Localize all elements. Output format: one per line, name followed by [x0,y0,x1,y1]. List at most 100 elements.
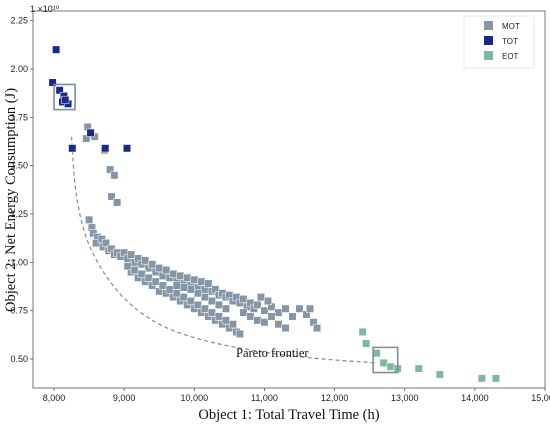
mot-point [148,260,157,269]
mot-point [169,269,178,278]
y-axis-title: Object 2: Net Energy Consumption (J) [3,88,19,312]
mot-point [183,273,192,282]
mot-point [246,312,255,321]
eot-point [477,374,486,383]
mot-point [256,293,265,302]
mot-point [281,324,290,333]
mot-point [130,266,139,275]
mot-point [193,300,202,309]
mot-point [176,271,185,280]
eot-point [491,374,500,383]
eot-point [435,370,444,379]
mot-point [172,281,181,290]
mot-point [123,262,132,271]
tot-point [61,95,70,104]
x-tick-label: 12,000 [321,393,349,403]
mot-point [281,304,290,313]
pareto-frontier-label: Pareto frontier [236,346,309,360]
y-scale-label: 1 ×10¹⁰ [30,4,60,14]
mot-point [151,277,160,286]
mot-point [158,281,167,290]
x-tick-label: 9,000 [113,393,136,403]
eot-point [358,327,367,336]
mot-point [239,295,248,304]
mot-point [253,300,262,309]
legend-swatch-mot [484,21,493,30]
mot-point [207,297,216,305]
mot-point [200,293,209,302]
mot-point [179,293,188,302]
pareto-frontier-curve [70,136,377,364]
mot-point [239,308,248,317]
x-tick-label: 8,000 [43,393,66,403]
mot-point [110,171,119,180]
eot-point [386,362,395,371]
mot-point [193,289,202,298]
mot-point [204,279,213,288]
y-tick-label: 2.00 [10,64,28,74]
mot-point [165,285,174,294]
highlight-box [53,83,76,111]
x-tick-label: 13,000 [391,393,419,403]
legend-box [463,15,535,69]
mot-point [113,198,122,207]
legend-label-eot: EOT [502,52,519,61]
y-tick-label: 1.75 [10,112,28,122]
mot-point [186,297,195,305]
y-tick-label: 1.00 [10,257,28,267]
mot-point [214,300,223,309]
eot-point [372,349,381,358]
y-tick-label: 2.25 [10,16,28,26]
mot-point [228,320,237,329]
mot-point [313,324,322,333]
mot-point [197,277,206,286]
tot-point [68,144,77,153]
x-tick-label: 10,000 [181,393,209,403]
mot-point [190,275,199,284]
mot-point [186,285,195,294]
mot-point [162,266,171,275]
x-axis-title: Object 1: Total Travel Time (h) [198,407,379,423]
mot-point [221,304,230,313]
tot-point [48,78,57,87]
mot-point [107,192,116,201]
highlight-box [372,346,399,374]
tot-point [122,144,131,153]
mot-point [85,215,94,224]
legend-swatch-eot [484,51,493,60]
x-tick-label: 15,000 [531,393,550,403]
tot-point [86,128,95,137]
mot-point [267,312,276,321]
x-axis-ticks: 8,000 9,000 10,000 11,000 12,000 13,000 14,000… [43,388,550,403]
legend-label-mot: MOT [502,22,520,31]
legend-label-tot: TOT [502,37,518,46]
x-tick-label: 11,000 [251,393,278,403]
mot-point [127,250,136,259]
mot-point [306,304,315,313]
x-tick-label: 14,000 [461,393,489,403]
mot-point [82,134,91,143]
mot-point [263,297,272,305]
mot-point [260,306,269,315]
highlight-boxes [53,83,399,374]
mot-point [137,269,146,278]
mot-point [221,316,230,325]
mot-point [253,316,262,325]
data-points [48,45,500,383]
mot-point [172,289,181,298]
mot-point [295,304,304,313]
mot-point [207,308,216,317]
mot-point [214,312,223,321]
mot-point [141,256,150,265]
tot-point [101,144,110,153]
tot-point [55,86,64,95]
y-tick-label: 1.25 [10,209,28,219]
mot-point [274,320,283,329]
mot-point [235,329,244,338]
mot-point [288,312,297,321]
mot-point [155,264,164,273]
plot-frame [32,10,546,389]
eot-point [362,339,371,348]
